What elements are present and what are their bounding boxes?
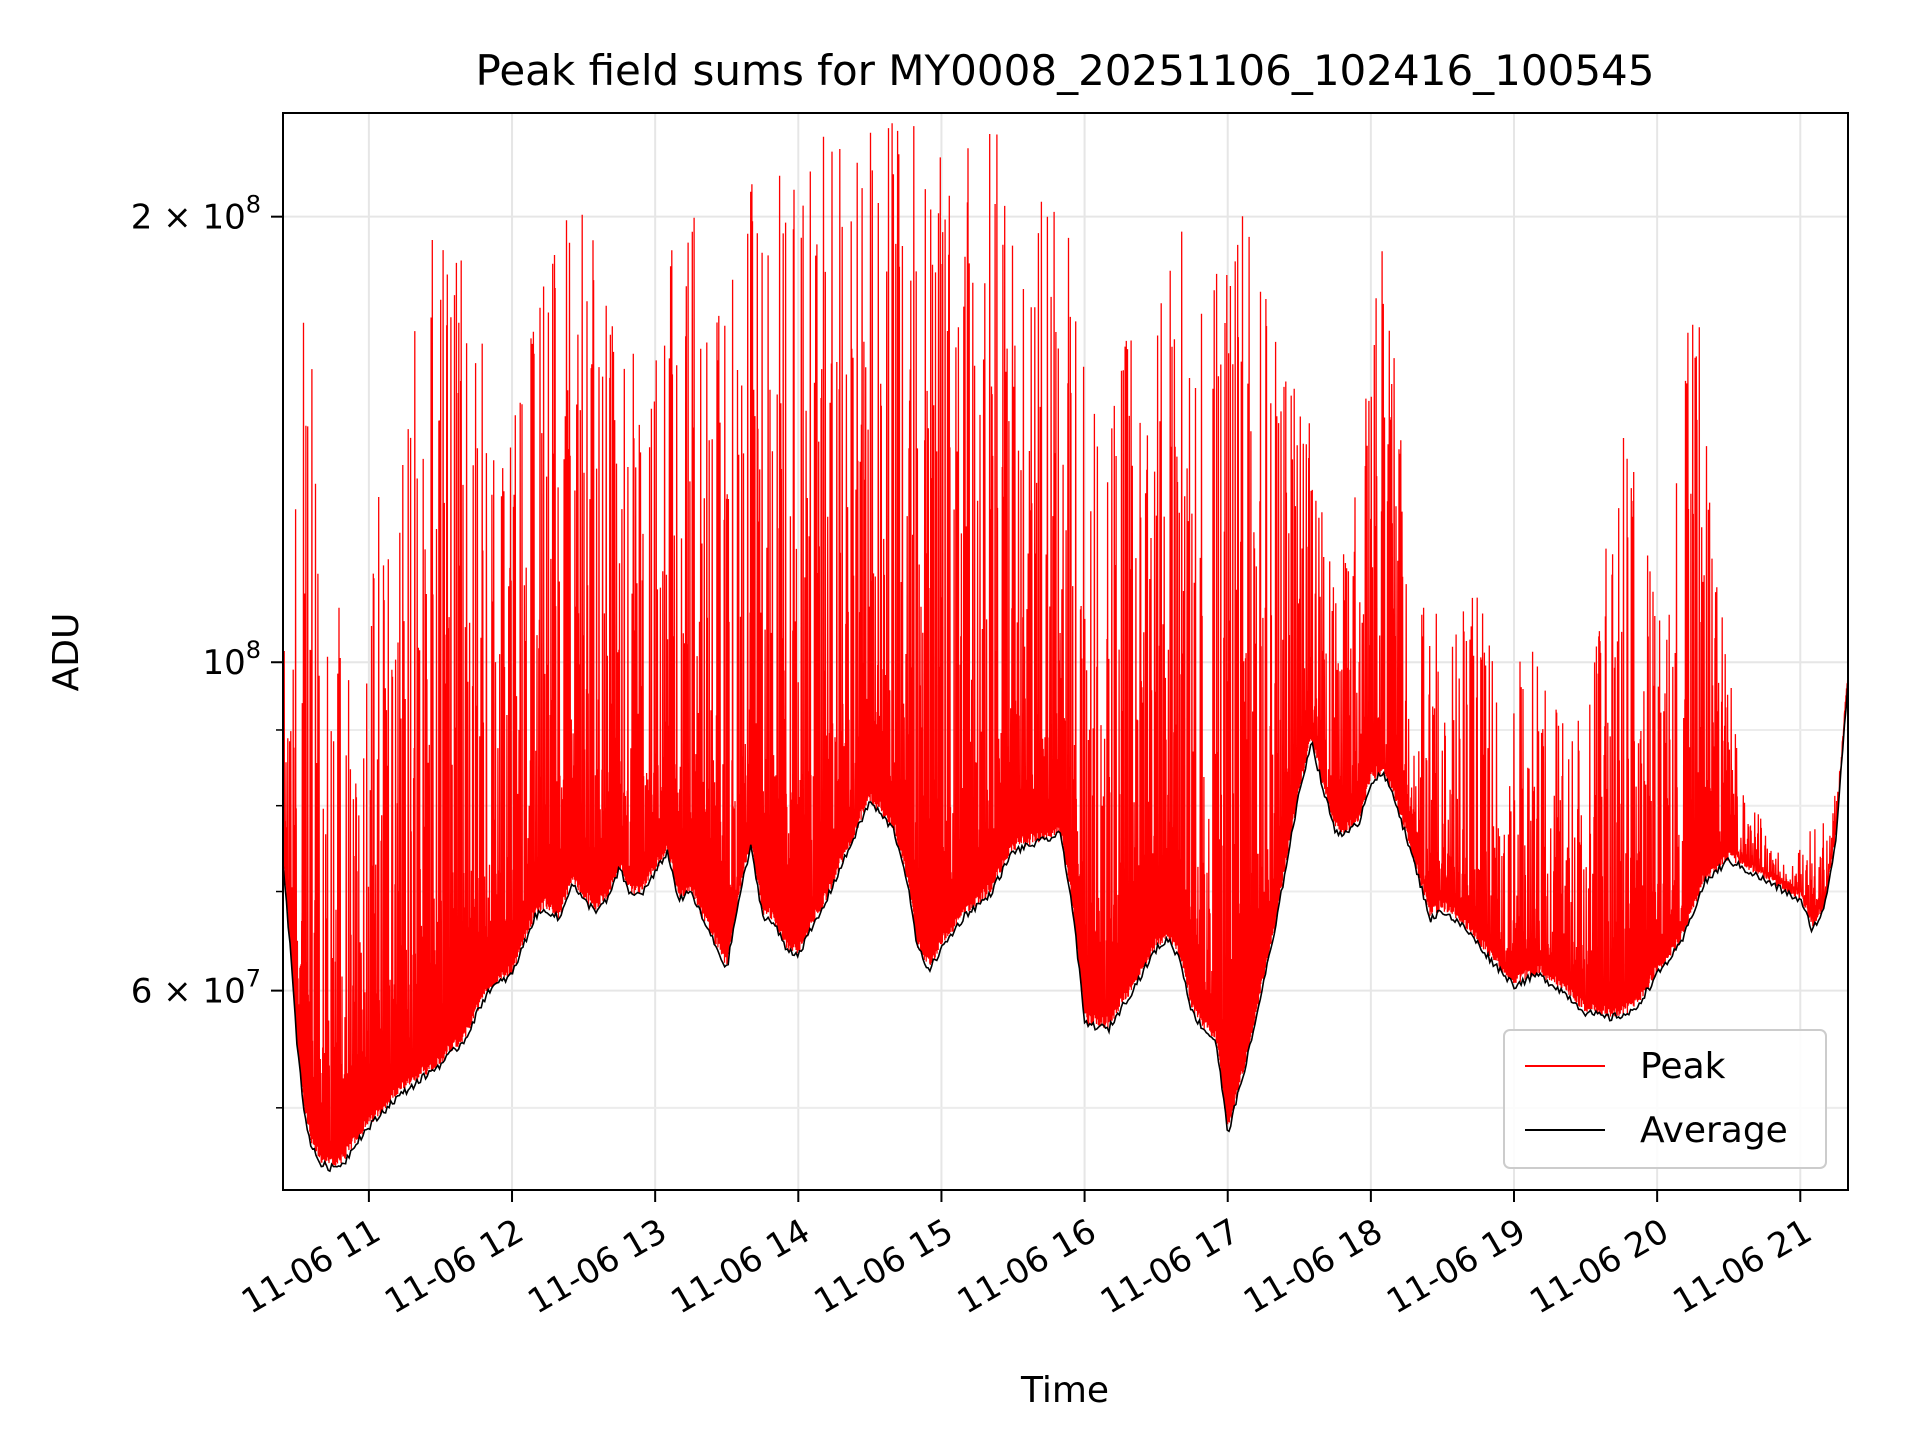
legend: Peak Average <box>1503 1029 1827 1169</box>
y-tick-label: 6 × 107 <box>131 965 261 1012</box>
peak-series-layer <box>283 123 1848 1166</box>
plot-area-frame <box>282 112 1849 1191</box>
average-series-layer <box>283 680 1848 1173</box>
y-tick-label: 108 <box>202 636 261 683</box>
y-tick-label: 2 × 108 <box>131 191 261 238</box>
y-axis: 6 × 107 108 2 × 108 <box>131 191 283 1109</box>
chart-title: Peak field sums for MY0008_20251106_1024… <box>475 46 1654 95</box>
y-axis-label: ADU <box>46 613 87 692</box>
peak-series-line <box>283 123 1848 1166</box>
x-axis-label: Time <box>1020 1370 1109 1411</box>
legend-average-label: Average <box>1640 1110 1788 1151</box>
legend-box <box>1503 1029 1827 1169</box>
legend-peak-label: Peak <box>1640 1046 1726 1087</box>
average-series-line <box>283 680 1848 1173</box>
